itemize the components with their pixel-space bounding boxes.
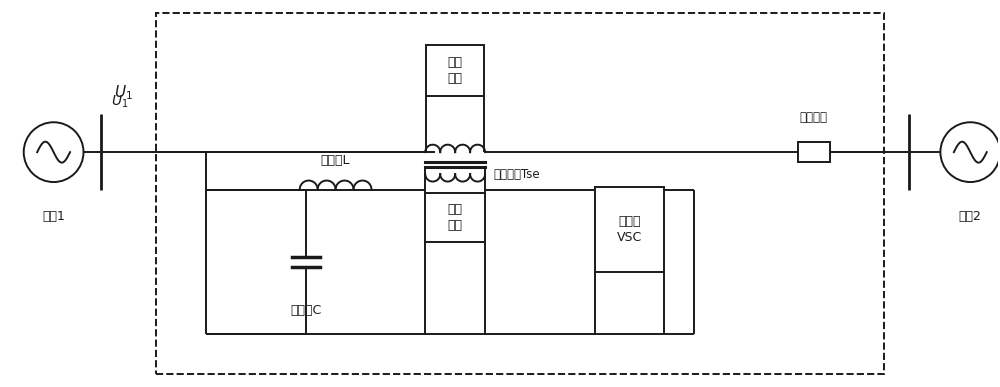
Text: 电抗器L: 电抗器L	[321, 154, 350, 166]
Bar	[425, 192, 485, 242]
Text: 输电线路: 输电线路	[800, 111, 828, 124]
Bar	[426, 45, 484, 96]
Text: $U_1$: $U_1$	[114, 84, 133, 102]
Text: 系统1: 系统1	[42, 210, 65, 223]
Text: 换流器
VSC: 换流器 VSC	[617, 215, 642, 244]
Text: 第二
开关: 第二 开关	[448, 56, 463, 85]
Bar	[595, 187, 664, 272]
Text: 电容器C: 电容器C	[290, 304, 321, 317]
Bar	[798, 142, 830, 162]
Text: 系统2: 系统2	[959, 210, 982, 223]
Text: $U_1$: $U_1$	[111, 94, 128, 110]
Bar	[156, 13, 884, 374]
Text: 第一
开关: 第一 开关	[448, 203, 463, 232]
Text: 耦合变压Tse: 耦合变压Tse	[493, 168, 540, 181]
